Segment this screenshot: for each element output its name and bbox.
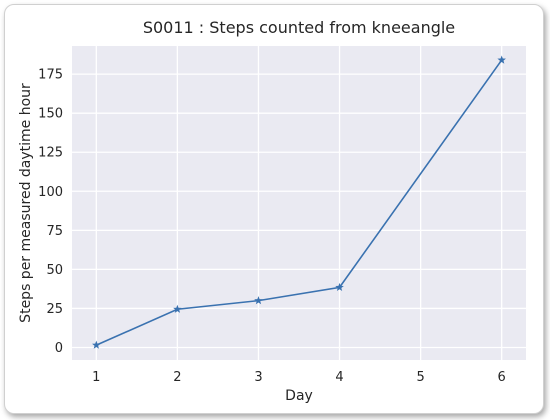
x-tick-label: 4 (335, 370, 343, 385)
y-tick-label: 100 (38, 185, 63, 200)
grid-lines (72, 46, 526, 360)
x-tick-label: 6 (498, 370, 506, 385)
y-tick-label: 50 (46, 263, 63, 278)
series-group (92, 55, 506, 349)
y-axis-ticks: 0 25 50 75 100 125 150 175 (38, 68, 63, 356)
chart-title: S0011 : Steps counted from kneeangle (143, 18, 455, 37)
data-point (497, 55, 506, 64)
y-tick-label: 150 (38, 107, 63, 122)
y-tick-label: 175 (38, 68, 63, 83)
plot-area (72, 46, 526, 360)
data-point (173, 304, 182, 313)
x-tick-label: 2 (173, 370, 181, 385)
y-tick-label: 0 (55, 341, 63, 356)
data-point (92, 340, 101, 349)
y-tick-label: 125 (38, 146, 63, 161)
y-axis-label: Steps per measured daytime hour (18, 83, 34, 323)
x-tick-label: 5 (416, 370, 424, 385)
data-point (254, 296, 263, 305)
x-tick-label: 1 (92, 370, 100, 385)
x-axis-ticks: 1 2 3 4 5 6 (92, 370, 506, 385)
y-tick-label: 75 (46, 224, 63, 239)
data-point (335, 282, 344, 291)
x-tick-label: 3 (254, 370, 262, 385)
y-tick-label: 25 (46, 302, 63, 317)
x-axis-label: Day (285, 388, 313, 404)
